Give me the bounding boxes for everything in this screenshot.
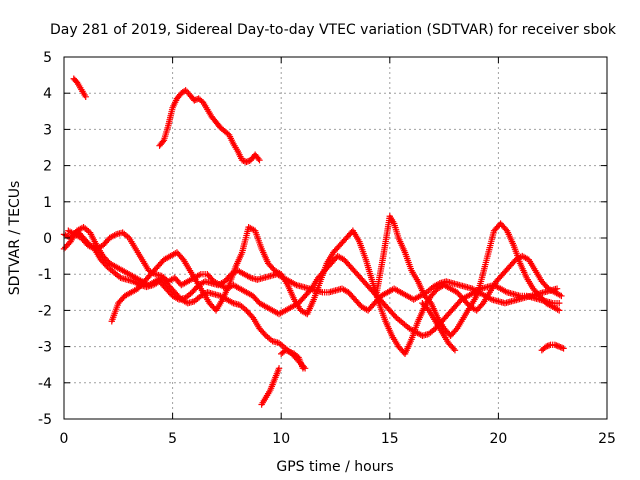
data-point bbox=[286, 348, 294, 356]
data-point bbox=[551, 341, 559, 348]
data-point bbox=[424, 305, 431, 313]
data-point bbox=[556, 307, 563, 314]
data-point bbox=[554, 342, 561, 350]
data-point bbox=[553, 342, 560, 349]
y-tick-label: -4 bbox=[38, 376, 52, 392]
x-tick-label: 10 bbox=[272, 431, 290, 447]
y-tick-label: 2 bbox=[43, 159, 52, 175]
y-tick-label: 0 bbox=[43, 231, 52, 247]
data-point bbox=[261, 331, 268, 338]
data-point bbox=[178, 255, 186, 262]
y-tick-label: -1 bbox=[38, 267, 52, 283]
x-tick-label: 0 bbox=[60, 431, 69, 447]
data-points bbox=[60, 75, 567, 408]
y-tick-label: 5 bbox=[43, 50, 52, 66]
data-point bbox=[82, 93, 89, 101]
data-point bbox=[240, 157, 247, 164]
data-point bbox=[452, 326, 460, 334]
data-point bbox=[542, 343, 550, 350]
data-point bbox=[66, 239, 73, 247]
data-point bbox=[283, 347, 291, 355]
data-point bbox=[299, 365, 307, 372]
x-tick-label: 15 bbox=[381, 431, 399, 447]
y-axis-label: SDTVAR / TECUs bbox=[7, 181, 23, 296]
data-point bbox=[183, 88, 191, 96]
data-point bbox=[545, 342, 553, 349]
data-point bbox=[243, 158, 250, 166]
data-point bbox=[478, 301, 486, 308]
data-point bbox=[451, 347, 459, 354]
data-point bbox=[159, 138, 167, 145]
data-point bbox=[557, 344, 564, 351]
data-point bbox=[282, 347, 289, 354]
data-point bbox=[502, 226, 509, 233]
data-point bbox=[256, 156, 263, 164]
axis-ticks bbox=[63, 56, 608, 420]
data-point bbox=[255, 155, 262, 163]
y-tick-label: 4 bbox=[43, 86, 52, 102]
data-point bbox=[238, 156, 246, 164]
y-tick-label: 1 bbox=[43, 195, 52, 211]
chart-title: Day 281 of 2019, Sidereal Day-to-day VTE… bbox=[50, 22, 617, 38]
data-point bbox=[426, 298, 433, 305]
tick-labels: 0 5 10 15 20 25 -5 -4 -3 -2 -1 0 1 2 3 4 5 bbox=[38, 50, 616, 447]
data-point bbox=[194, 96, 201, 103]
data-point bbox=[558, 292, 565, 300]
x-tick-label: 20 bbox=[489, 431, 507, 447]
data-point bbox=[180, 88, 188, 95]
y-tick-label: -5 bbox=[38, 412, 52, 428]
x-axis-label: GPS time / hours bbox=[276, 459, 393, 475]
data-point bbox=[556, 299, 563, 307]
x-tick-label: 5 bbox=[168, 431, 177, 447]
x-tick-label: 25 bbox=[598, 431, 616, 447]
data-point bbox=[275, 365, 283, 372]
data-point bbox=[102, 262, 110, 269]
data-point bbox=[558, 344, 566, 352]
data-point bbox=[544, 342, 551, 350]
grid-lines bbox=[64, 57, 607, 419]
data-point bbox=[556, 343, 563, 350]
data-point bbox=[560, 345, 567, 352]
data-point bbox=[288, 349, 295, 356]
data-point bbox=[285, 348, 292, 355]
y-tick-label: -3 bbox=[38, 340, 52, 356]
data-point bbox=[450, 345, 457, 352]
data-point bbox=[391, 312, 399, 320]
data-point bbox=[248, 312, 255, 320]
y-tick-label: -2 bbox=[38, 303, 52, 319]
y-tick-label: 3 bbox=[43, 122, 52, 138]
data-point bbox=[191, 97, 198, 104]
data-point bbox=[244, 158, 252, 165]
